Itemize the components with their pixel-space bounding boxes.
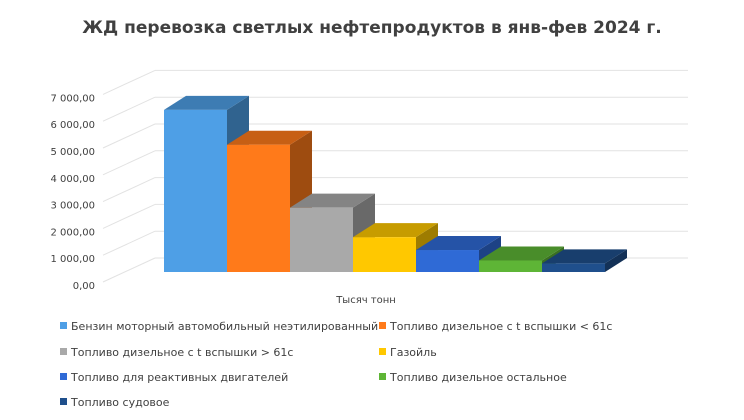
- legend-label: Топливо дизельное с t вспышки < 61с: [389, 320, 612, 333]
- legend: Бензин моторный автомобильный неэтилиров…: [60, 320, 612, 409]
- gridline-diagonal: [102, 257, 156, 283]
- legend-label: Топливо дизельное остальное: [389, 371, 567, 384]
- bar: [542, 249, 627, 272]
- legend-item: Бензин моторный автомобильный неэтилиров…: [60, 320, 378, 333]
- gridline-diagonal: [102, 123, 156, 149]
- bar: [227, 130, 312, 272]
- bar-side: [605, 249, 627, 272]
- legend-swatch: [60, 322, 67, 329]
- bar-front: [542, 263, 605, 272]
- legend-label: Топливо для реактивных двигателей: [70, 371, 288, 384]
- bar-front: [479, 260, 542, 272]
- y-axis-ticks: 0,00 1 000,00 2 000,00 3 000,00 4 000,00 5 00…: [50, 93, 95, 292]
- legend-swatch: [379, 373, 386, 380]
- y-tick-label: 0,00: [73, 281, 95, 292]
- y-tick-label: 7 000,00: [50, 93, 95, 104]
- legend-swatch: [379, 322, 386, 329]
- gridline-diagonal: [102, 150, 156, 176]
- legend-item: Газойль: [379, 346, 437, 359]
- legend-swatch: [60, 348, 67, 355]
- x-axis-label: Тысяч тонн: [335, 295, 396, 306]
- bar-front: [416, 250, 479, 272]
- bar-front: [353, 237, 416, 272]
- gridline-diagonal: [102, 230, 156, 256]
- y-tick-label: 3 000,00: [50, 201, 95, 212]
- y-tick-label: 6 000,00: [50, 120, 95, 131]
- legend-swatch: [60, 373, 67, 380]
- legend-item: Топливо судовое: [60, 396, 170, 409]
- bar-top: [353, 223, 438, 238]
- bar-front: [227, 144, 290, 272]
- gridline-diagonal: [102, 177, 156, 203]
- y-tick-label: 5 000,00: [50, 147, 95, 158]
- gridline-diagonal: [102, 96, 156, 122]
- y-tick-label: 4 000,00: [50, 174, 95, 185]
- chart-title: ЖД перевозка светлых нефтепродуктов в ян…: [82, 18, 662, 38]
- bar-top: [290, 193, 375, 208]
- y-tick-label: 2 000,00: [50, 227, 95, 238]
- legend-item: Топливо дизельное с t вспышки < 61с: [379, 320, 612, 333]
- y-tick-label: 1 000,00: [50, 254, 95, 265]
- bar-top: [164, 95, 249, 110]
- bar-top: [416, 236, 501, 251]
- legend-label: Бензин моторный автомобильный неэтилиров…: [71, 320, 378, 333]
- bar-front: [164, 109, 227, 272]
- bar-top: [542, 249, 627, 264]
- gridline-diagonal: [102, 69, 156, 95]
- legend-swatch: [60, 398, 67, 405]
- legend-label: Топливо судовое: [70, 396, 170, 409]
- bar-top: [227, 130, 312, 145]
- legend-label: Топливо дизельное с t вспышки > 61c: [70, 346, 293, 359]
- bar-top: [479, 246, 564, 261]
- gridline-diagonal: [102, 203, 156, 229]
- bars: [164, 95, 627, 272]
- legend-swatch: [379, 348, 386, 355]
- legend-item: Топливо для реактивных двигателей: [60, 371, 288, 384]
- legend-label: Газойль: [390, 346, 437, 359]
- legend-item: Топливо дизельное с t вспышки > 61c: [60, 346, 293, 359]
- bar-front: [290, 207, 353, 272]
- legend-item: Топливо дизельное остальное: [379, 371, 567, 384]
